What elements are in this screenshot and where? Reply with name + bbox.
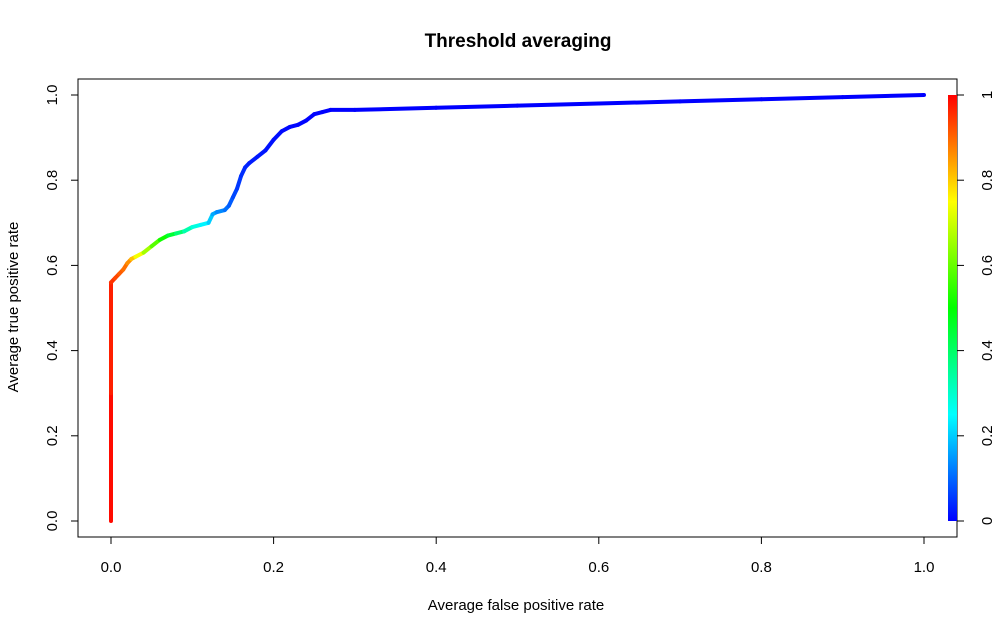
x-tick-label: 0.2 bbox=[263, 559, 284, 576]
y-tick-label: 0.4 bbox=[44, 340, 61, 361]
x-tick-label: 0.4 bbox=[426, 559, 447, 576]
y-tick-label: 0.2 bbox=[44, 425, 61, 446]
curve-segment bbox=[759, 95, 845, 102]
color-key-tick-label: 0.6 bbox=[979, 255, 996, 276]
curve-segment bbox=[352, 105, 439, 112]
y-axis: 0.0 0.2 0.4 0.6 0.8 1.0 bbox=[44, 85, 79, 532]
color-key-tick-label: 0.2 bbox=[979, 425, 996, 446]
curve-segment bbox=[596, 99, 683, 106]
x-tick-label: 0.6 bbox=[588, 559, 609, 576]
y-tick-label: 0.8 bbox=[44, 170, 61, 191]
curve-segment bbox=[434, 103, 520, 110]
curve-segment bbox=[235, 173, 244, 191]
curve-segment bbox=[840, 93, 926, 100]
color-key-axis: 0 0.2 0.4 0.6 0.8 1 bbox=[956, 91, 996, 525]
y-tick-label: 1.0 bbox=[44, 85, 61, 106]
x-tick-label: 0.8 bbox=[751, 559, 772, 576]
y-tick-label: 0.6 bbox=[44, 255, 61, 276]
x-tick-label: 1.0 bbox=[914, 559, 935, 576]
color-key-tick-label: 0.4 bbox=[979, 340, 996, 361]
x-tick-label: 0.0 bbox=[101, 559, 122, 576]
curve-segment bbox=[263, 137, 276, 153]
color-key bbox=[948, 95, 957, 521]
color-key-tick-label: 0.8 bbox=[979, 170, 996, 191]
roc-curve bbox=[109, 93, 926, 523]
plot-frame bbox=[77, 78, 958, 538]
chart-title: Threshold averaging bbox=[425, 31, 612, 52]
curve-segment bbox=[515, 101, 601, 108]
x-axis: 0.0 0.2 0.4 0.6 0.8 1.0 bbox=[101, 536, 935, 576]
y-tick-label: 0.0 bbox=[44, 511, 61, 532]
y-axis-label: Average true positive rate bbox=[5, 222, 22, 393]
curve-segment bbox=[678, 97, 764, 104]
x-axis-label: Average false positive rate bbox=[428, 597, 605, 614]
color-key-tick-label: 0 bbox=[979, 517, 996, 525]
color-key-tick-label: 1 bbox=[979, 91, 996, 99]
color-key-bar bbox=[948, 95, 957, 521]
